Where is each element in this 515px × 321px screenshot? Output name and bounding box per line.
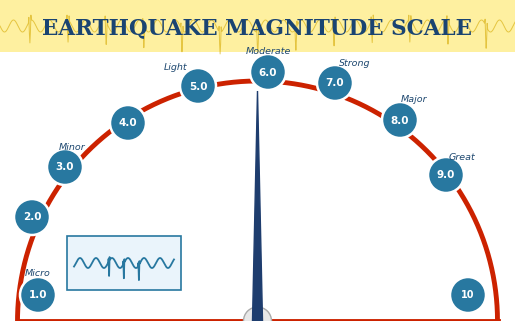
Circle shape [317, 65, 353, 101]
Text: 8.0: 8.0 [391, 116, 409, 126]
Circle shape [20, 277, 56, 313]
Text: Minor: Minor [59, 143, 85, 152]
Text: 4.0: 4.0 [118, 118, 138, 128]
Text: 3.0: 3.0 [56, 162, 74, 172]
Text: Light: Light [164, 64, 188, 73]
Circle shape [244, 307, 271, 321]
Text: Micro: Micro [25, 268, 51, 277]
Text: 7.0: 7.0 [325, 79, 345, 89]
Text: 6.0: 6.0 [259, 67, 277, 77]
FancyBboxPatch shape [67, 236, 181, 290]
Circle shape [450, 277, 486, 313]
Circle shape [47, 149, 83, 185]
Circle shape [382, 102, 418, 138]
Polygon shape [252, 91, 263, 321]
Circle shape [250, 54, 286, 90]
Circle shape [428, 157, 464, 193]
Text: 10: 10 [461, 291, 475, 300]
Text: Great: Great [449, 153, 475, 162]
Text: Strong: Strong [339, 58, 371, 67]
Circle shape [180, 68, 216, 104]
Text: Moderate: Moderate [245, 48, 290, 56]
Text: 5.0: 5.0 [189, 82, 207, 91]
Circle shape [110, 105, 146, 141]
Text: 1.0: 1.0 [29, 291, 47, 300]
FancyBboxPatch shape [0, 0, 515, 52]
Circle shape [14, 199, 50, 235]
Text: EARTHQUAKE MAGNITUDE SCALE: EARTHQUAKE MAGNITUDE SCALE [43, 17, 472, 39]
Text: Major: Major [401, 96, 427, 105]
Text: 2.0: 2.0 [23, 213, 41, 222]
Text: 9.0: 9.0 [437, 170, 455, 180]
